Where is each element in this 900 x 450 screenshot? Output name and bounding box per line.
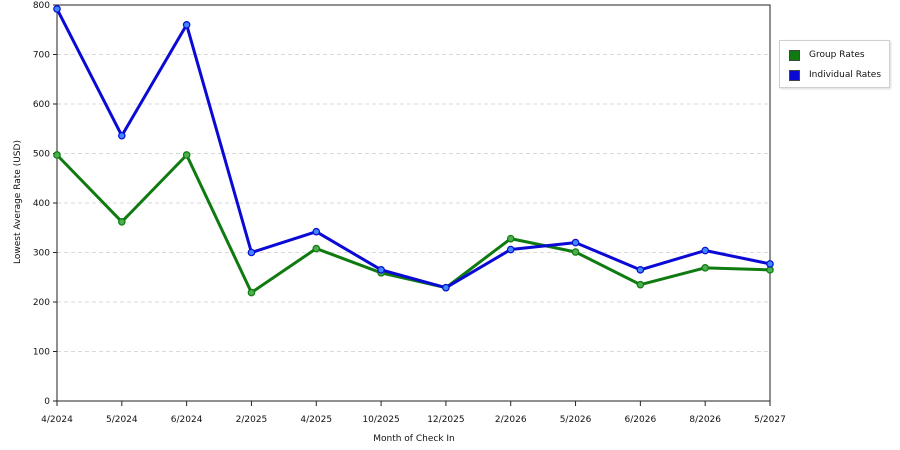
data-point-individual-rates: [571, 238, 580, 247]
data-point-group-rates: [312, 244, 321, 253]
x-tick-label: 4/2025: [300, 415, 332, 425]
x-tick-label: 5/2026: [560, 415, 592, 425]
data-point-group-rates: [506, 234, 515, 243]
data-point-group-rates: [182, 151, 191, 159]
y-tick-label: 0: [44, 397, 50, 407]
data-point-individual-rates: [506, 245, 515, 254]
x-tick-label: 4/2024: [41, 415, 73, 425]
legend-item-group-rates: Group Rates: [789, 48, 865, 62]
legend-item-individual-rates: Individual Rates: [789, 68, 881, 82]
legend-label-individual-rates: Individual Rates: [809, 70, 882, 80]
x-tick-label: 5/2027: [754, 415, 786, 425]
series-line-group-rates: [55, 153, 771, 295]
data-point-individual-rates: [53, 5, 61, 13]
x-tick-label: 12/2025: [427, 415, 464, 425]
y-axis-label: Lowest Average Rate (USD): [13, 140, 23, 264]
y-tick-label: 500: [33, 150, 50, 160]
data-point-individual-rates: [118, 131, 126, 140]
y-tick-label: 100: [33, 348, 50, 358]
x-tick-label: 8/2026: [689, 415, 721, 425]
data-point-individual-rates: [636, 266, 645, 274]
legend-swatch-individual-rates: [789, 69, 800, 81]
legend-swatch-group-rates: [789, 49, 800, 61]
x-tick-label: 5/2024: [106, 415, 138, 425]
data-point-group-rates: [53, 151, 61, 159]
data-point-group-rates: [636, 280, 645, 289]
data-point-group-rates: [118, 218, 126, 226]
data-point-group-rates: [571, 248, 580, 256]
data-point-individual-rates: [312, 227, 321, 236]
y-tick-label: 200: [33, 298, 50, 308]
y-tick-label: 300: [33, 249, 50, 259]
data-point-individual-rates: [182, 20, 191, 29]
data-point-individual-rates: [442, 283, 450, 292]
data-point-group-rates: [247, 288, 256, 297]
data-point-group-rates: [701, 264, 709, 272]
y-tick-label: 700: [33, 51, 50, 61]
x-tick-label: 10/2025: [362, 415, 399, 425]
data-point-individual-rates: [766, 260, 774, 268]
x-axis-label: Month of Check In: [373, 434, 455, 444]
y-tick-label: 400: [33, 199, 50, 209]
data-point-individual-rates: [701, 246, 709, 255]
chart-legend: Group Rates Individual Rates: [779, 40, 890, 88]
legend-label-group-rates: Group Rates: [809, 50, 865, 60]
x-tick-label: 2/2026: [495, 415, 527, 425]
y-tick-label: 800: [33, 1, 50, 11]
x-tick-label: 2/2025: [236, 415, 268, 425]
series-line-individual-rates: [55, 8, 771, 290]
x-tick-label: 6/2024: [171, 415, 203, 425]
data-point-individual-rates: [247, 248, 256, 257]
x-tick-label: 6/2026: [625, 415, 657, 425]
y-tick-label: 600: [33, 100, 50, 110]
data-point-individual-rates: [377, 266, 385, 274]
